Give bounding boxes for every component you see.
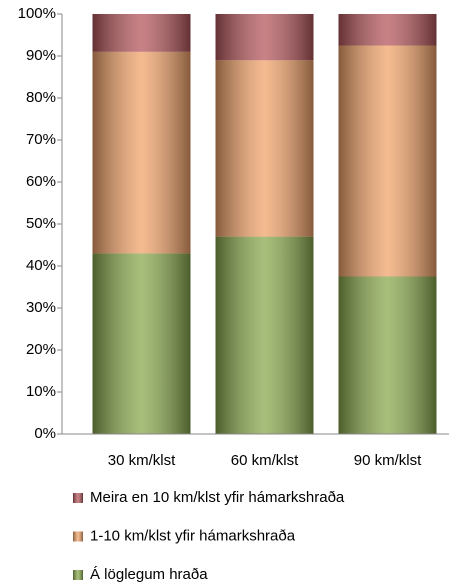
legend-label: Meira en 10 km/klst yfir hámarkshraða: [90, 489, 345, 506]
bar-shade: [338, 276, 437, 434]
bar-shade: [215, 14, 314, 61]
bar-shade: [92, 14, 191, 52]
y-tick-label: 40%: [26, 257, 56, 274]
x-tick-label: 90 km/klst: [354, 452, 422, 469]
y-tick-label: 20%: [26, 341, 56, 358]
y-tick-label: 70%: [26, 131, 56, 148]
y-tick-label: 0%: [34, 425, 56, 442]
bar-shade: [92, 253, 191, 434]
bar-shade: [92, 51, 191, 254]
bar-shade: [215, 236, 314, 434]
legend-swatch-shade: [73, 570, 83, 580]
legend-label: Á löglegum hraða: [90, 566, 208, 583]
y-tick-label: 30%: [26, 299, 56, 316]
y-tick-label: 80%: [26, 89, 56, 106]
legend-swatch-shade: [73, 531, 83, 542]
y-tick-label: 90%: [26, 47, 56, 64]
y-tick-label: 60%: [26, 173, 56, 190]
legend-swatch-shade: [73, 493, 83, 503]
legend-label: 1-10 km/klst yfir hámarkshraða: [90, 527, 296, 544]
x-tick-label: 30 km/klst: [108, 452, 176, 469]
bar-shade: [338, 14, 437, 46]
y-tick-label: 100%: [18, 5, 56, 22]
bar-shade: [338, 45, 437, 277]
x-tick-label: 60 km/klst: [231, 452, 299, 469]
y-tick-label: 50%: [26, 215, 56, 232]
y-tick-label: 10%: [26, 383, 56, 400]
bar-shade: [215, 60, 314, 237]
